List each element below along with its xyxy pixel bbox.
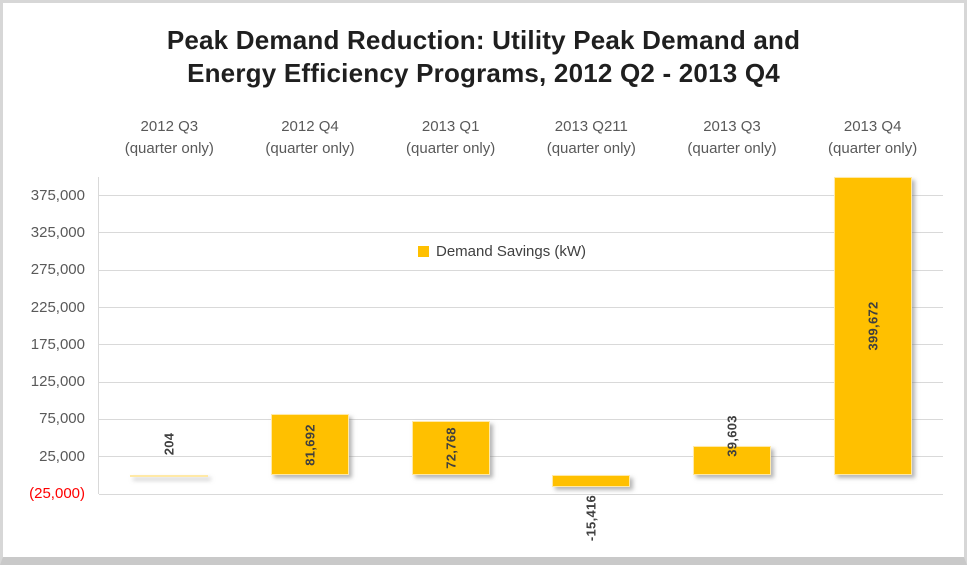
value-axis-line xyxy=(98,177,99,494)
bar xyxy=(271,414,349,476)
gridline xyxy=(99,307,943,309)
bar xyxy=(552,475,631,487)
bar-value-label: 81,692 xyxy=(302,424,318,466)
y-axis-tick-label: 25,000 xyxy=(39,447,85,465)
category-note: (quarter only) xyxy=(124,140,214,157)
category-period: 2013 Q3 xyxy=(703,118,761,135)
category-label: 2012 Q3 (quarter only) xyxy=(89,116,249,160)
y-axis-tick-label: (25,000) xyxy=(29,485,85,502)
gridline xyxy=(99,232,943,234)
category-period: 2013 Q4 xyxy=(843,118,902,135)
y-axis-tick-label: 375,000 xyxy=(30,186,85,204)
gridline xyxy=(99,195,943,197)
y-axis-tick-label: 225,000 xyxy=(30,298,85,316)
category-period: 2012 Q3 xyxy=(140,118,199,135)
gridline xyxy=(99,269,943,271)
chart-title-line-2: Energy Efficiency Programs, 2012 Q2 - 20… xyxy=(187,58,780,88)
gridline xyxy=(99,456,943,458)
bar-value-label: 39,603 xyxy=(724,415,740,457)
bar-value-label: 204 xyxy=(161,433,177,456)
category-label: 2013 Q3 (quarter only) xyxy=(652,116,812,160)
legend-swatch-icon xyxy=(418,246,429,257)
bar xyxy=(130,475,209,478)
bar xyxy=(833,177,912,476)
gridline xyxy=(99,493,943,495)
gridline xyxy=(99,418,943,420)
category-label: 2013 Q211 (quarter only) xyxy=(511,116,671,160)
bar-value-label: 399,672 xyxy=(865,301,881,351)
category-label: 2012 Q4 (quarter only) xyxy=(230,116,390,160)
y-axis-tick-label: 275,000 xyxy=(30,261,85,279)
chart-title-line-1: Peak Demand Reduction: Utility Peak Dema… xyxy=(166,25,801,55)
gridline xyxy=(99,381,943,383)
bar xyxy=(411,421,490,476)
category-note: (quarter only) xyxy=(265,140,355,157)
y-axis-tick-label: 75,000 xyxy=(39,410,85,428)
y-axis-tick-label: 175,000 xyxy=(30,335,85,353)
legend: Demand Savings (kW) xyxy=(418,243,586,260)
chart-title: Peak Demand Reduction: Utility Peak Dema… xyxy=(0,24,967,90)
category-note: (quarter only) xyxy=(546,140,636,157)
category-period: 2012 Q4 xyxy=(281,118,339,135)
bar-value-label: 72,768 xyxy=(443,427,459,469)
category-note: (quarter only) xyxy=(828,140,918,157)
bar-value-label: -15,416 xyxy=(583,494,599,542)
legend-label: Demand Savings (kW) xyxy=(436,243,587,260)
y-axis-tick-label: 325,000 xyxy=(30,223,85,241)
category-period: 2013 Q211 xyxy=(554,118,628,135)
y-axis-tick-label: 125,000 xyxy=(30,373,85,391)
category-period: 2013 Q1 xyxy=(421,118,480,135)
category-label: 2013 Q4 (quarter only) xyxy=(793,116,953,160)
category-label: 2013 Q1 (quarter only) xyxy=(371,116,531,160)
category-note: (quarter only) xyxy=(687,140,777,157)
gridline xyxy=(99,344,943,346)
bar xyxy=(693,445,771,476)
category-note: (quarter only) xyxy=(406,140,496,157)
